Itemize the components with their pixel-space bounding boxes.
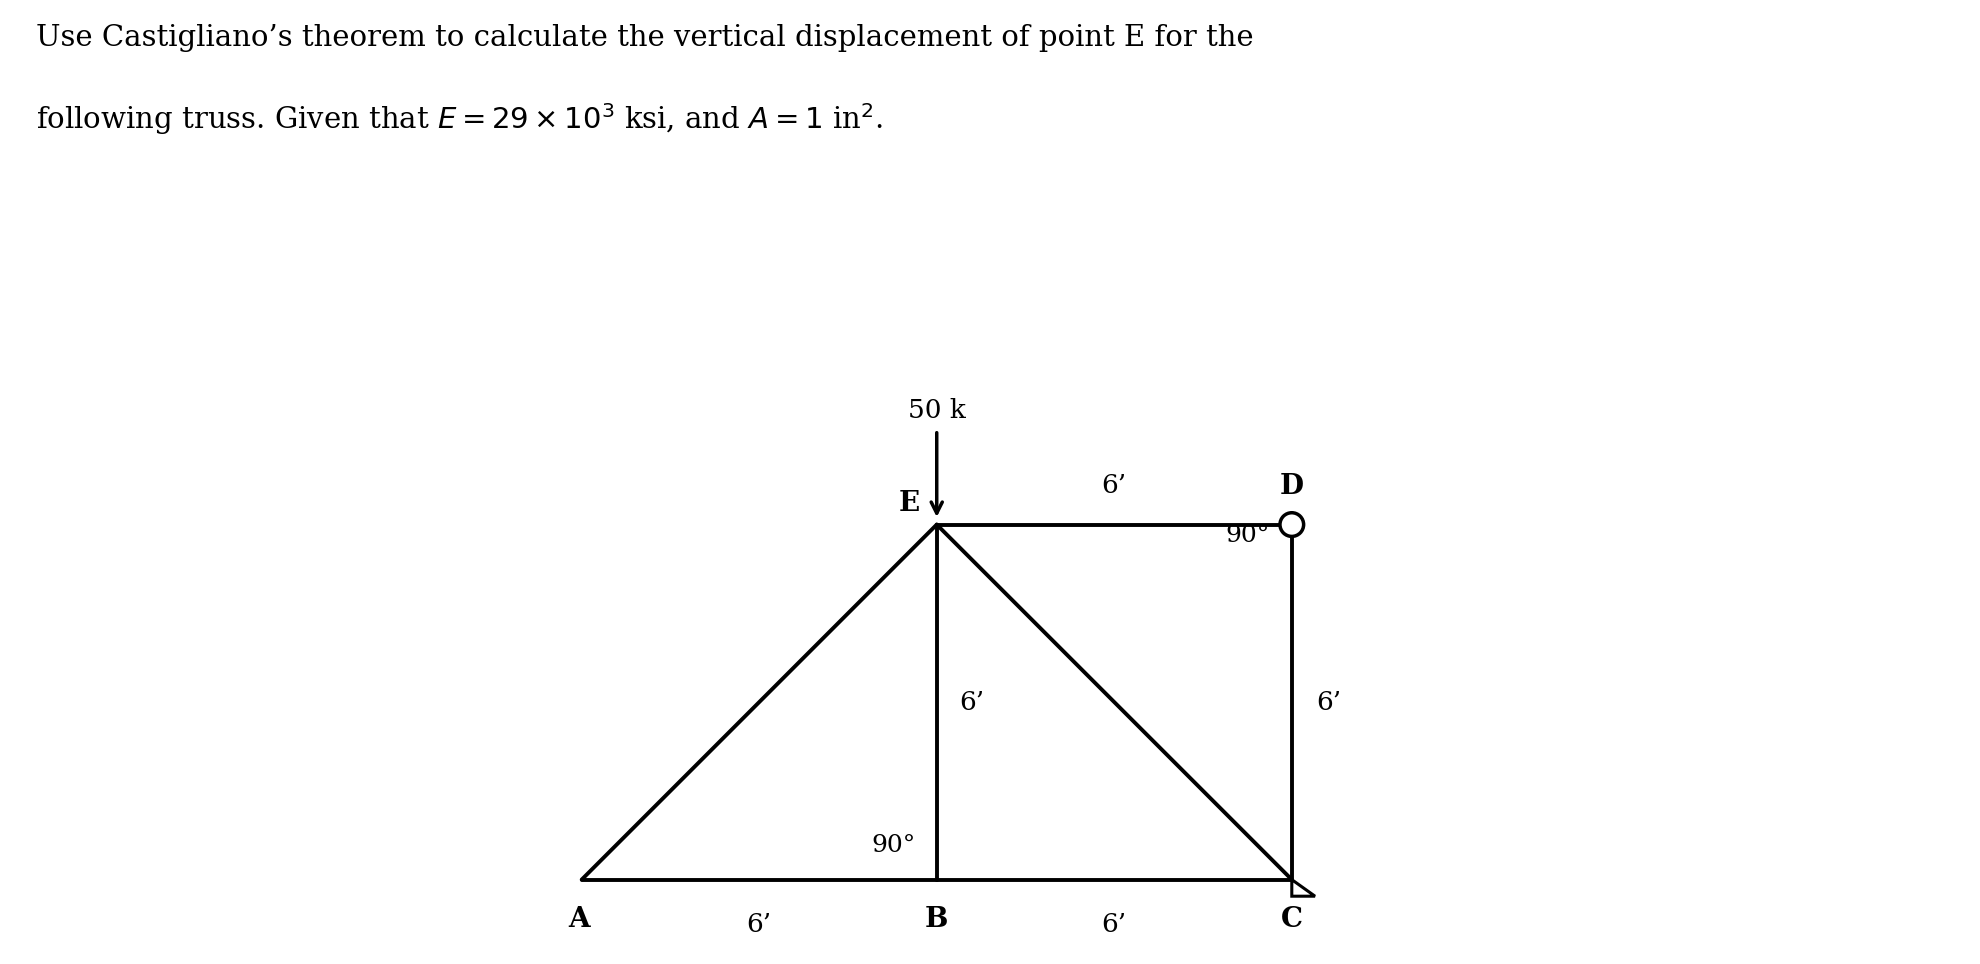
Text: 50 k: 50 k bbox=[907, 398, 966, 423]
Text: 6’: 6’ bbox=[958, 689, 984, 714]
Text: A: A bbox=[568, 906, 590, 933]
Text: D: D bbox=[1279, 472, 1303, 499]
Text: 6’: 6’ bbox=[1317, 689, 1342, 714]
Text: 90°: 90° bbox=[871, 834, 917, 857]
Text: 6’: 6’ bbox=[746, 912, 772, 937]
Text: 6’: 6’ bbox=[1101, 473, 1127, 498]
Text: B: B bbox=[925, 906, 948, 933]
Text: following truss. Given that $E = 29\times10^3$ ksi, and $A = 1$ in$^2$.: following truss. Given that $E = 29\time… bbox=[36, 101, 883, 137]
Text: C: C bbox=[1281, 906, 1303, 933]
Polygon shape bbox=[1291, 879, 1315, 897]
Text: 90°: 90° bbox=[1226, 524, 1269, 547]
Text: 6’: 6’ bbox=[1101, 912, 1127, 937]
Text: Use Castigliano’s theorem to calculate the vertical displacement of point E for : Use Castigliano’s theorem to calculate t… bbox=[36, 24, 1253, 52]
Circle shape bbox=[1279, 513, 1303, 536]
Text: E: E bbox=[899, 491, 921, 518]
